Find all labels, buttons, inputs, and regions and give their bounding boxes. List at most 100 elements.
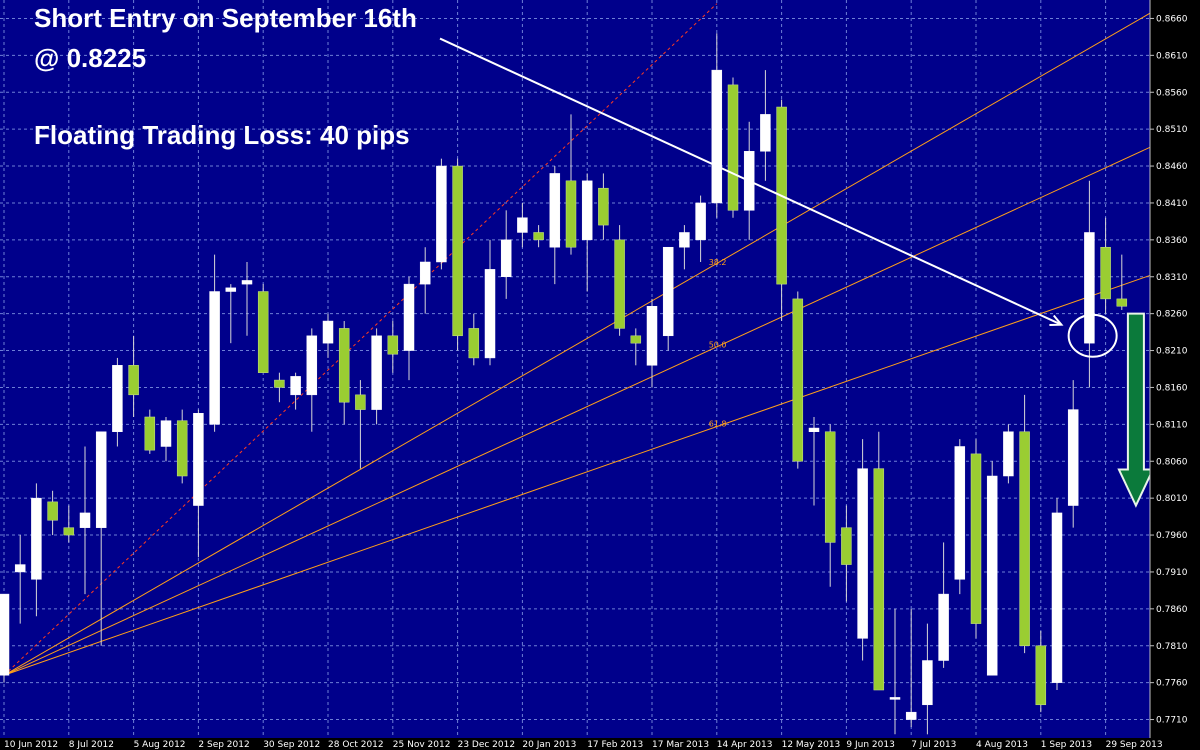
price-tick-label: 0.8160 [1156, 383, 1188, 393]
price-tick-label: 0.8310 [1156, 273, 1188, 283]
time-tick-label: 9 Jun 2013 [846, 740, 894, 750]
candle-body [679, 232, 690, 248]
candle-body [128, 365, 139, 396]
candle-body [824, 431, 836, 543]
candle-body [1035, 645, 1047, 706]
candle-body [176, 420, 188, 477]
candle-body [598, 187, 609, 226]
annotation-markers [439, 37, 1155, 508]
candle-body [1116, 298, 1128, 307]
candle-body [31, 497, 42, 580]
candle-body [63, 527, 75, 536]
price-tick-label: 0.7910 [1156, 568, 1188, 578]
candle-body [1019, 431, 1030, 647]
time-tick-label: 12 May 2013 [782, 740, 841, 750]
candle-body [1051, 512, 1063, 683]
price-tick-label: 0.8360 [1156, 236, 1188, 246]
candle-body [14, 564, 26, 573]
time-axis-background [0, 738, 1200, 750]
annotation-line-2: @ 0.8225 [34, 43, 146, 73]
time-tick-label: 29 Sep 2013 [1106, 740, 1163, 750]
candle-body [614, 239, 625, 329]
candle-body [387, 335, 399, 355]
candle-body [986, 475, 998, 676]
candle-body [1100, 246, 1111, 300]
fan-line [3, 146, 1151, 676]
candle-body [857, 468, 868, 639]
price-tick-label: 0.8560 [1156, 88, 1188, 98]
fibonacci-fan: 38.2 50.0 61.8 [3, 3, 1151, 676]
time-axis: 10 Jun 2012 8 Jul 2012 5 Aug 2012 2 Sep 201… [0, 738, 1200, 750]
candle-body [1084, 232, 1095, 344]
candle-body [225, 287, 237, 292]
candle-body [841, 527, 852, 565]
candle-body [938, 593, 949, 661]
candle-body [484, 269, 496, 359]
candle-body [727, 84, 739, 211]
price-tick-label: 0.7860 [1156, 605, 1188, 615]
candle-body [662, 246, 674, 337]
down-arrow [1117, 312, 1155, 508]
candle-body [565, 180, 577, 248]
candle-body [436, 165, 447, 263]
candle-body [274, 379, 285, 388]
candle-body [257, 291, 269, 373]
time-tick-label: 17 Feb 2013 [587, 740, 643, 750]
price-tick-label: 0.8410 [1156, 199, 1188, 209]
candle-body [241, 280, 253, 285]
candle-body [371, 335, 382, 410]
candle-body [792, 298, 804, 462]
price-tick-label: 0.8010 [1156, 494, 1188, 504]
entry-circle [1067, 313, 1118, 358]
time-tick-label: 14 Apr 2013 [717, 740, 773, 750]
time-tick-label: 8 Jul 2012 [69, 740, 114, 750]
candle-body [95, 431, 107, 528]
fan-level-label: 50.0 [709, 341, 727, 350]
fan-line [3, 3, 718, 676]
candle-body [338, 328, 350, 403]
time-tick-label: 5 Aug 2012 [134, 740, 186, 750]
candle-body [1067, 409, 1079, 506]
candle-body [549, 173, 561, 248]
annotation-line-1: Short Entry on September 16th [34, 3, 417, 33]
price-tick-label: 0.8660 [1156, 14, 1188, 24]
candle-body [79, 512, 91, 528]
time-tick-label: 10 Jun 2012 [4, 740, 58, 750]
candle-body [695, 202, 706, 241]
price-tick-label: 0.8210 [1156, 347, 1188, 357]
candle-body [500, 239, 512, 278]
time-tick-label: 28 Oct 2012 [328, 740, 384, 750]
price-tick-label: 0.7810 [1156, 642, 1188, 652]
candle-body [193, 413, 204, 506]
price-tick-label: 0.7760 [1156, 679, 1188, 689]
candle-body [808, 427, 820, 432]
fan-line [3, 12, 1151, 676]
candle-body [905, 711, 917, 720]
time-tick-label: 30 Sep 2012 [263, 740, 320, 750]
annotation-text: Short Entry on September 16th @ 0.8225 F… [34, 3, 417, 150]
candle-body [954, 446, 966, 580]
pointer-arrow-shaft [439, 37, 1062, 326]
candle-body [533, 232, 544, 241]
fan-level-label: 61.8 [709, 419, 727, 428]
candle-body [160, 420, 172, 447]
candle-body [452, 165, 463, 337]
candle-body [112, 365, 123, 432]
price-tick-label: 0.7960 [1156, 531, 1188, 541]
candle-body [0, 593, 10, 676]
candle-body [922, 660, 933, 706]
price-axis-background [1150, 0, 1200, 750]
price-tick-label: 0.8260 [1156, 310, 1188, 320]
candle-body [306, 335, 318, 396]
time-tick-label: 1 Sep 2013 [1041, 740, 1092, 750]
price-tick-label: 0.8060 [1156, 457, 1188, 467]
candle-body [646, 306, 658, 366]
candle-body [290, 376, 301, 396]
time-tick-label: 7 Jul 2013 [911, 740, 956, 750]
candle-body [760, 114, 771, 152]
time-tick-label: 2 Sep 2012 [198, 740, 249, 750]
price-tick-label: 0.8460 [1156, 162, 1188, 172]
